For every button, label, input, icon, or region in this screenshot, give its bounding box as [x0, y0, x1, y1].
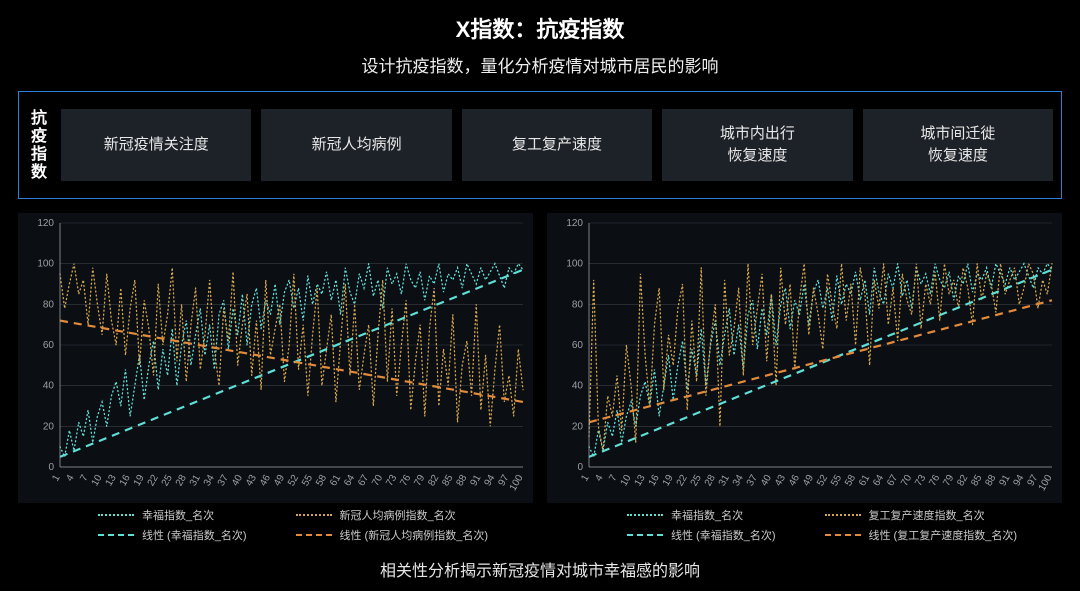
- metric-card: 城市内出行恢复速度: [662, 109, 852, 181]
- legend-label: 复工复产速度指数_名次: [869, 507, 985, 523]
- legend-label: 幸福指数_名次: [671, 507, 743, 523]
- svg-text:120: 120: [37, 218, 54, 229]
- legend-label: 线性 (复工复产速度指数_名次): [869, 527, 1018, 543]
- metric-card: 新冠人均病例: [261, 109, 451, 181]
- svg-text:40: 40: [572, 381, 584, 392]
- chart-left-legend: 幸福指数_名次 新冠人均病例指数_名次 线性 (幸福指数_名次) 线性 (新冠人…: [18, 503, 533, 547]
- svg-text:100: 100: [566, 259, 583, 270]
- chart-left-svg: 0204060801001201471013161922252831343740…: [18, 213, 533, 503]
- legend-item: 复工复产速度指数_名次: [825, 507, 1023, 523]
- legend-item: 新冠人均病例指数_名次: [296, 507, 494, 523]
- svg-text:60: 60: [43, 340, 55, 351]
- metric-card: 城市间迁徙恢复速度: [863, 109, 1053, 181]
- chart-right: 0204060801001201471013161922252831343740…: [547, 213, 1062, 547]
- footer-caption: 相关性分析揭示新冠疫情对城市幸福感的影响: [18, 557, 1062, 581]
- svg-text:120: 120: [566, 218, 583, 229]
- svg-text:100: 100: [37, 259, 54, 270]
- chart-left: 0204060801001201471013161922252831343740…: [18, 213, 533, 547]
- page-title: X指数：抗疫指数: [18, 12, 1062, 44]
- svg-text:60: 60: [572, 340, 584, 351]
- legend-label: 线性 (幸福指数_名次): [142, 527, 247, 543]
- legend-label: 新冠人均病例指数_名次: [340, 507, 456, 523]
- legend-label: 线性 (新冠人均病例指数_名次): [340, 527, 489, 543]
- legend-item: 线性 (新冠人均病例指数_名次): [296, 527, 494, 543]
- metric-bar-label: 抗疫指数: [19, 92, 53, 198]
- metric-card: 新冠疫情关注度: [61, 109, 251, 181]
- legend-item: 线性 (复工复产速度指数_名次): [825, 527, 1023, 543]
- svg-text:40: 40: [43, 381, 55, 392]
- svg-text:80: 80: [572, 299, 584, 310]
- legend-item: 线性 (幸福指数_名次): [627, 527, 825, 543]
- metric-bar: 抗疫指数 新冠疫情关注度新冠人均病例复工复产速度城市内出行恢复速度城市间迁徙恢复…: [18, 91, 1062, 199]
- legend-item: 幸福指数_名次: [627, 507, 825, 523]
- metric-card: 复工复产速度: [462, 109, 652, 181]
- svg-text:0: 0: [577, 462, 583, 473]
- chart-right-svg: 0204060801001201471013161922252831343740…: [547, 213, 1062, 503]
- chart-right-legend: 幸福指数_名次 复工复产速度指数_名次 线性 (幸福指数_名次) 线性 (复工复…: [547, 503, 1062, 547]
- svg-text:80: 80: [43, 299, 55, 310]
- metric-cards: 新冠疫情关注度新冠人均病例复工复产速度城市内出行恢复速度城市间迁徙恢复速度: [53, 92, 1061, 198]
- svg-text:20: 20: [43, 421, 55, 432]
- legend-label: 线性 (幸福指数_名次): [671, 527, 776, 543]
- legend-item: 幸福指数_名次: [98, 507, 296, 523]
- legend-item: 线性 (幸福指数_名次): [98, 527, 296, 543]
- charts-row: 0204060801001201471013161922252831343740…: [18, 213, 1062, 547]
- svg-text:0: 0: [48, 462, 54, 473]
- page-subtitle: 设计抗疫指数，量化分析疫情对城市居民的影响: [18, 52, 1062, 77]
- legend-label: 幸福指数_名次: [142, 507, 214, 523]
- svg-text:20: 20: [572, 421, 584, 432]
